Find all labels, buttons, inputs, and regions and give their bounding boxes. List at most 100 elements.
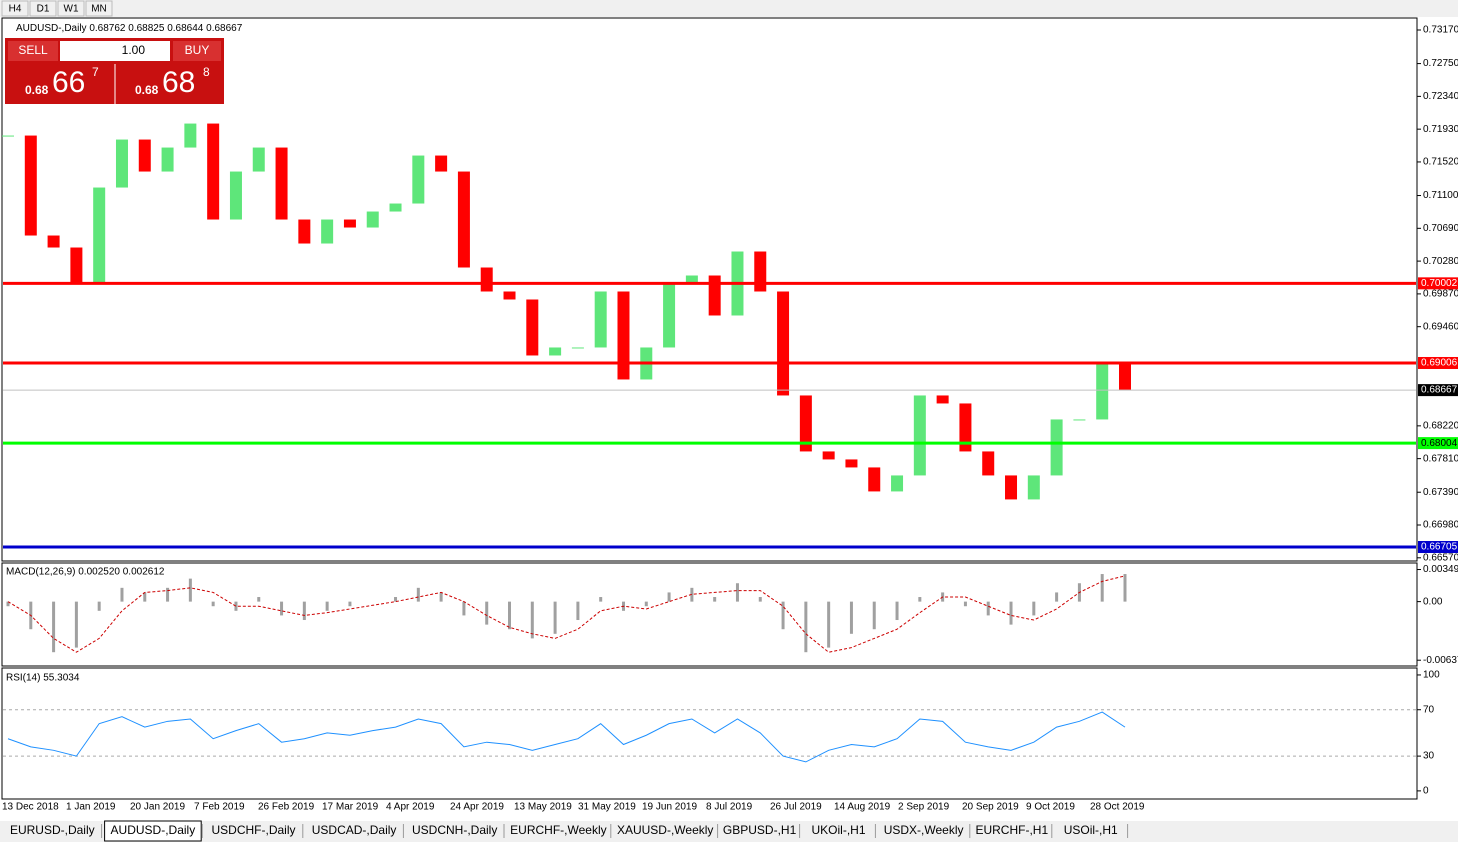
candle xyxy=(663,283,676,348)
level-tag xyxy=(1418,277,1458,290)
tab-label: USDX-,Weekly xyxy=(884,823,964,837)
candle xyxy=(526,299,539,356)
candle xyxy=(503,291,516,300)
tab-label: XAUUSD-,Weekly xyxy=(617,823,713,837)
candle xyxy=(275,147,288,220)
candle xyxy=(2,135,14,137)
macd-title: MACD(12,26,9) 0.002520 0.002612 xyxy=(6,567,165,578)
rsi-line xyxy=(7,711,1126,763)
x-tick-label: 19 Jun 2019 xyxy=(642,802,697,813)
tab[interactable] xyxy=(972,823,1051,840)
x-tick-label: 8 Jul 2019 xyxy=(706,802,753,813)
timeframe-label: W1 xyxy=(64,4,79,15)
tab-label: USDCNH-,Daily xyxy=(412,823,497,837)
lots-input[interactable] xyxy=(60,41,170,61)
tab[interactable] xyxy=(720,823,799,840)
tab[interactable] xyxy=(613,823,717,840)
candle xyxy=(93,187,106,284)
candle xyxy=(207,123,220,220)
tab[interactable] xyxy=(1054,823,1127,840)
candle xyxy=(959,403,972,452)
tab-label: EURUSD-,Daily xyxy=(10,823,95,837)
x-tick-label: 2 Sep 2019 xyxy=(898,802,950,813)
buy-prefix: 0.68 xyxy=(135,83,159,97)
tab[interactable] xyxy=(802,823,875,840)
candle xyxy=(799,395,812,452)
y-tick-label: 0.66980 xyxy=(1423,520,1458,531)
candle xyxy=(891,475,904,492)
candle xyxy=(549,347,562,356)
x-tick-label: 28 Oct 2019 xyxy=(1090,802,1145,813)
buy-small: 8 xyxy=(203,65,210,79)
y-tick-label: 0.00349 xyxy=(1423,564,1458,575)
x-tick-label: 24 Apr 2019 xyxy=(450,802,504,813)
candle xyxy=(822,451,835,460)
tab[interactable] xyxy=(507,823,610,840)
y-tick-label: 0.70280 xyxy=(1423,256,1458,267)
tab[interactable] xyxy=(205,823,302,840)
signal-line xyxy=(7,575,1126,653)
level-label: 0.68004 xyxy=(1421,438,1458,449)
level-label: 0.70002 xyxy=(1421,278,1458,289)
candle xyxy=(24,135,37,236)
macd-pane xyxy=(1,562,1418,667)
x-tick-label: 20 Jan 2019 xyxy=(130,802,185,813)
tab[interactable] xyxy=(104,820,202,842)
candle xyxy=(617,291,630,380)
level-tag xyxy=(1418,384,1458,397)
candle xyxy=(47,235,60,248)
timeframe-label: H4 xyxy=(9,4,22,15)
y-tick-label: 0.71100 xyxy=(1423,190,1458,201)
high: 0.68825 xyxy=(128,23,165,34)
candle xyxy=(1096,363,1109,420)
x-tick-label: 26 Jul 2019 xyxy=(770,802,822,813)
tab[interactable] xyxy=(406,823,503,840)
tab-label: UKOil-,H1 xyxy=(811,823,865,837)
candle xyxy=(571,347,584,349)
rsi-pane xyxy=(1,667,1418,800)
tab-label: EURCHF-,H1 xyxy=(975,823,1048,837)
candle xyxy=(1073,419,1086,421)
candle xyxy=(594,291,607,348)
y-tick-label: 0.67390 xyxy=(1423,487,1458,498)
price-pane xyxy=(1,17,1418,562)
close: 0.68667 xyxy=(206,23,243,34)
toolbar xyxy=(0,0,1458,17)
timeframe-button[interactable] xyxy=(29,0,57,17)
timeframe-button[interactable] xyxy=(85,0,113,17)
tab-label: USDCAD-,Daily xyxy=(312,823,397,837)
candle xyxy=(936,395,949,404)
chart-header: AUDUSD-,Daily 0.68762 0.68825 0.68644 0.… xyxy=(16,23,243,34)
level-label: 0.69006 xyxy=(1421,358,1458,369)
tab[interactable] xyxy=(4,823,101,840)
sell-small: 7 xyxy=(92,65,99,79)
tab-label: USOil-,H1 xyxy=(1064,823,1118,837)
timeframe-button[interactable] xyxy=(57,0,85,17)
candle xyxy=(138,139,151,172)
candle xyxy=(1050,419,1063,476)
tab[interactable] xyxy=(305,823,403,840)
candle xyxy=(366,211,379,228)
trade-panel: SELL 1.00 BUY 0.68 66 7 0.68 68 8 xyxy=(5,38,224,104)
y-tick-label: 0.71520 xyxy=(1423,157,1458,168)
tab[interactable] xyxy=(878,823,969,840)
x-tick-label: 26 Feb 2019 xyxy=(258,802,315,813)
level-label: 0.68667 xyxy=(1421,385,1458,396)
y-tick-label: 0.68220 xyxy=(1423,420,1458,431)
candle xyxy=(321,219,334,244)
candle xyxy=(1027,475,1040,500)
y-tick-label: 0.00 xyxy=(1423,596,1443,607)
candle xyxy=(708,275,721,316)
candle xyxy=(70,247,83,284)
x-tick-label: 17 Mar 2019 xyxy=(322,802,379,813)
candle xyxy=(229,171,242,220)
buy-button[interactable] xyxy=(173,41,221,61)
x-tick-label: 31 May 2019 xyxy=(578,802,636,813)
y-tick-label: 100 xyxy=(1423,670,1440,681)
y-tick-label: 0 xyxy=(1423,786,1429,797)
candle xyxy=(754,251,767,292)
timeframe-button[interactable] xyxy=(1,0,29,17)
y-tick-label: 0.72750 xyxy=(1423,58,1458,69)
candle xyxy=(1005,475,1018,500)
sell-button[interactable] xyxy=(8,41,58,61)
